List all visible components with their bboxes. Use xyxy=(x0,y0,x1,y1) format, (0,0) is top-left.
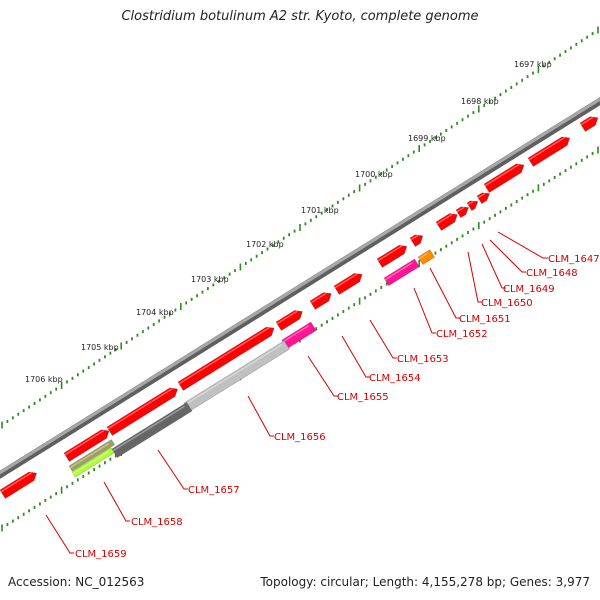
gene-highlight xyxy=(184,343,283,406)
kbp-label-1705: 1705 kbp xyxy=(81,343,119,352)
leader-line-CLM_1657 xyxy=(157,449,188,490)
kbp-labels: 1697 kbp 1698 kbp 1699 kbp 1700 kbp 1701… xyxy=(25,60,552,384)
gene-label-CLM_1647: CLM_1647 xyxy=(548,254,600,265)
kbp-label-1702: 1702 kbp xyxy=(246,240,284,249)
gene-upper-15 xyxy=(527,136,571,167)
gene-upper-10 xyxy=(435,213,458,231)
gene-highlight xyxy=(72,450,110,475)
gene-upper-1 xyxy=(0,471,37,499)
kbp-label-1699: 1699 kbp xyxy=(408,134,446,143)
kbp-label-1698: 1698 kbp xyxy=(461,97,499,106)
gene-label-CLM_1652: CLM_1652 xyxy=(436,329,488,340)
gene-label-CLM_1648: CLM_1648 xyxy=(526,268,578,279)
gene-upper-9 xyxy=(409,234,424,247)
genome-title: Clostridium botulinum A2 str. Kyoto, com… xyxy=(121,9,479,24)
gene-highlight xyxy=(334,273,358,289)
accession-text: Accession: NC_012563 xyxy=(8,575,145,589)
gene-features xyxy=(0,116,599,499)
gene-label-CLM_1655: CLM_1655 xyxy=(337,392,389,403)
gene-upper-16 xyxy=(579,116,599,132)
gene-CLM_1652 xyxy=(383,258,420,287)
gene-highlight xyxy=(377,245,403,262)
gene-CLM_1651 xyxy=(417,249,436,266)
kbp-label-1701: 1701 kbp xyxy=(301,206,339,215)
gene-highlight xyxy=(276,310,298,325)
kbp-label-1700: 1700 kbp xyxy=(355,170,393,179)
gene-label-CLM_1657: CLM_1657 xyxy=(188,485,240,496)
leader-line-CLM_1655 xyxy=(307,355,338,397)
gene-upper-3 xyxy=(106,387,178,436)
leader-line-CLM_1650 xyxy=(467,251,482,303)
gene-upper-5 xyxy=(275,310,303,331)
leader-line-CLM_1652 xyxy=(413,287,436,334)
gene-CLM_1657 xyxy=(111,402,193,458)
gene-upper-8 xyxy=(376,244,408,268)
gene-highlight xyxy=(282,325,309,343)
gene-upper-6 xyxy=(309,292,332,310)
gene-label-CLM_1659: CLM_1659 xyxy=(75,549,127,560)
leader-line-CLM_1651 xyxy=(429,267,460,319)
gene-highlight xyxy=(178,327,270,385)
gene-highlight xyxy=(477,192,486,199)
gene-upper-13 xyxy=(476,192,490,205)
gene-highlight xyxy=(384,262,413,281)
gene-highlight xyxy=(64,429,105,456)
kbp-label-1706: 1706 kbp xyxy=(25,375,63,384)
leader-line-CLM_1659 xyxy=(45,514,74,554)
gene-label-CLM_1654: CLM_1654 xyxy=(369,373,421,384)
gene-upper-12 xyxy=(466,200,479,212)
gene-label-CLM_1650: CLM_1650 xyxy=(481,298,533,309)
leader-line-CLM_1647 xyxy=(497,231,548,259)
gene-highlight xyxy=(436,213,453,225)
gene-highlight xyxy=(484,163,520,187)
leader-line-CLM_1648 xyxy=(489,239,526,273)
gene-upper-7 xyxy=(333,273,363,295)
leader-line-CLM_1653 xyxy=(369,319,397,359)
label-leader-lines xyxy=(45,231,548,554)
gene-upper-2 xyxy=(63,429,110,462)
gene-upper-14 xyxy=(483,163,525,193)
gene-highlight xyxy=(456,206,465,213)
gene-highlight xyxy=(0,472,33,493)
gene-upper-11 xyxy=(455,206,469,219)
leader-line-CLM_1654 xyxy=(341,335,370,378)
gene-highlight xyxy=(580,116,594,126)
gene-highlight xyxy=(107,387,173,430)
gene-label-CLM_1658: CLM_1658 xyxy=(131,517,183,528)
genome-summary-text: Topology: circular; Length: 4,155,278 bp… xyxy=(260,575,590,589)
gene-labels: CLM_1647 CLM_1648 CLM_1649 CLM_1650 CLM_… xyxy=(75,254,600,560)
kbp-label-1704: 1704 kbp xyxy=(136,308,174,317)
gene-CLM_1658-lower xyxy=(71,447,115,478)
gene-label-CLM_1651: CLM_1651 xyxy=(459,314,511,325)
gene-highlight xyxy=(310,292,327,304)
gene-label-CLM_1649: CLM_1649 xyxy=(503,284,555,295)
outer-tick-row xyxy=(1,26,599,429)
gene-highlight xyxy=(467,200,474,206)
gene-upper-4 xyxy=(177,326,275,391)
gene-highlight xyxy=(418,252,428,260)
gene-label-CLM_1656: CLM_1656 xyxy=(274,432,326,443)
leader-line-CLM_1656 xyxy=(247,395,274,437)
gene-label-CLM_1653: CLM_1653 xyxy=(397,354,449,365)
gene-highlight xyxy=(410,234,419,241)
leader-line-CLM_1658 xyxy=(103,481,130,522)
gene-highlight xyxy=(112,405,185,452)
kbp-label-1703: 1703 kbp xyxy=(191,275,229,284)
kbp-label-1697: 1697 kbp xyxy=(514,60,552,69)
gene-highlight xyxy=(528,136,566,161)
gene-highlight xyxy=(69,442,110,469)
leader-line-CLM_1649 xyxy=(481,243,506,289)
gene-CLM_1658-upper xyxy=(68,439,116,472)
genome-backbone xyxy=(0,97,600,479)
